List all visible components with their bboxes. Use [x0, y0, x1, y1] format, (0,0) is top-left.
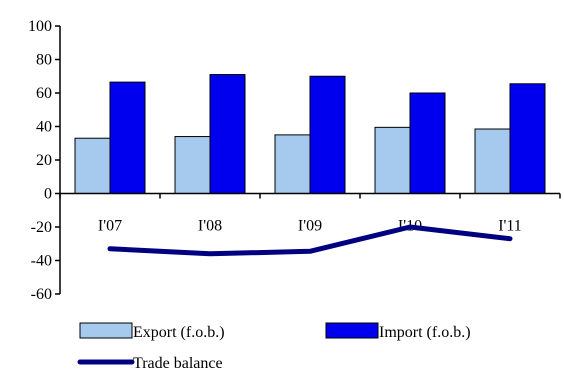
bar-import-0 — [109, 81, 146, 194]
y-tick-label: -20 — [31, 219, 52, 236]
y-tick-label: 20 — [36, 152, 52, 169]
bar-export-1 — [174, 136, 211, 195]
legend: Export (f.o.b.) Import (f.o.b.) Trade bala… — [77, 322, 471, 372]
bar-import-1 — [209, 74, 246, 194]
line-layer — [107, 224, 513, 257]
legend-swatch-1 — [325, 322, 379, 339]
y-tick-label: 100 — [28, 18, 52, 35]
y-tick-label: 0 — [44, 186, 52, 203]
x-tick-label: I'08 — [198, 218, 222, 235]
series-line-trade-balance — [107, 224, 513, 257]
legend-label-2: Trade balance — [133, 355, 223, 372]
legend-label-1: Import (f.o.b.) — [379, 324, 471, 341]
bar-import-3 — [409, 92, 446, 194]
legend-swatch-0 — [79, 322, 133, 339]
y-tick-label: -40 — [31, 253, 52, 270]
bars-layer — [74, 74, 546, 195]
x-tick-label: I'11 — [498, 218, 522, 235]
x-tick-label: I'09 — [298, 218, 322, 235]
bar-export-2 — [274, 134, 311, 194]
y-tick-label: -60 — [31, 286, 52, 303]
bar-import-2 — [309, 75, 346, 194]
bar-export-3 — [374, 126, 411, 194]
bar-export-4 — [474, 128, 511, 194]
y-tick-label: 80 — [36, 52, 52, 69]
bar-export-0 — [74, 137, 111, 195]
y-tick-label: 40 — [36, 119, 52, 136]
bar-import-4 — [509, 83, 546, 194]
legend-label-0: Export (f.o.b.) — [133, 324, 225, 341]
x-tick-label: I'07 — [98, 218, 122, 235]
y-tick-label: 60 — [36, 85, 52, 102]
